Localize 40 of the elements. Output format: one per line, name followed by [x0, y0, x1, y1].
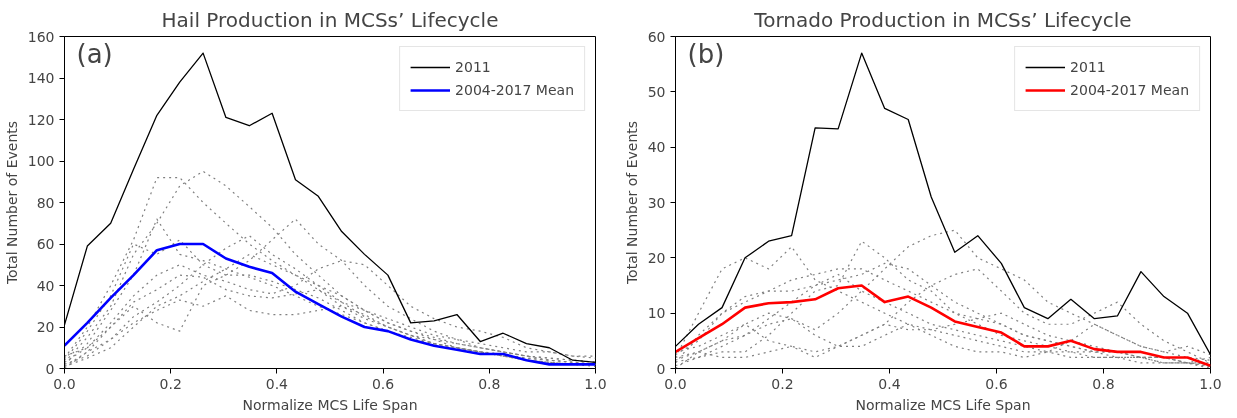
y-tick-label: 30: [647, 194, 666, 211]
y-tick-label: 60: [36, 236, 55, 252]
legend-label: 2004-2017 Mean: [1070, 82, 1189, 98]
chart-title: Tornado Production in MCSs’ Lifecycle: [753, 7, 1132, 32]
x-tick-label: 0.2: [771, 375, 794, 392]
x-tick-label: 0.8: [1092, 375, 1115, 392]
x-tick-label: 0.8: [478, 375, 501, 392]
y-tick-label: 0: [45, 360, 55, 377]
y-tick-label: 60: [647, 28, 666, 45]
annotation: (a): [76, 38, 113, 69]
x-tick-label: 0.2: [159, 375, 182, 392]
x-tick-label: 0.4: [878, 375, 901, 392]
x-axis-title: Normalize MCS Life Span: [855, 396, 1031, 413]
y-tick-label: 160: [27, 28, 55, 45]
legend-label: 2011: [1070, 59, 1106, 75]
y-axis-title: Total Number of Events: [623, 120, 640, 286]
y-tick-label: 20: [647, 249, 666, 266]
x-tick-label: 0.6: [371, 375, 395, 392]
legend-label: 2004-2017 Mean: [455, 82, 574, 98]
x-tick-label: 0.0: [53, 375, 76, 392]
y-tick-label: 140: [27, 70, 55, 86]
y-tick-label: 120: [27, 111, 55, 128]
y-tick-label: 0: [656, 360, 666, 377]
x-tick-label: 0.4: [265, 375, 289, 392]
y-tick-label: 40: [647, 139, 666, 156]
y-tick-label: 40: [36, 277, 55, 294]
x-axis-title: Normalize MCS Life Span: [242, 396, 418, 413]
x-tick-label: 0.0: [664, 375, 687, 392]
y-tick-label: 100: [27, 153, 55, 169]
legend-label: 2011: [455, 59, 491, 75]
x-tick-label: 1.0: [1199, 375, 1222, 392]
chart-title: Hail Production in MCSs’ Lifecycle: [161, 7, 499, 32]
y-tick-label: 20: [36, 319, 55, 335]
y-tick-label: 50: [647, 83, 666, 100]
annotation: (b): [687, 38, 725, 69]
x-tick-label: 1.0: [584, 375, 607, 392]
y-tick-label: 80: [36, 194, 55, 211]
x-tick-label: 0.6: [985, 375, 1008, 392]
y-axis-title: Total Number of Events: [3, 120, 20, 286]
y-tick-label: 10: [647, 305, 666, 322]
